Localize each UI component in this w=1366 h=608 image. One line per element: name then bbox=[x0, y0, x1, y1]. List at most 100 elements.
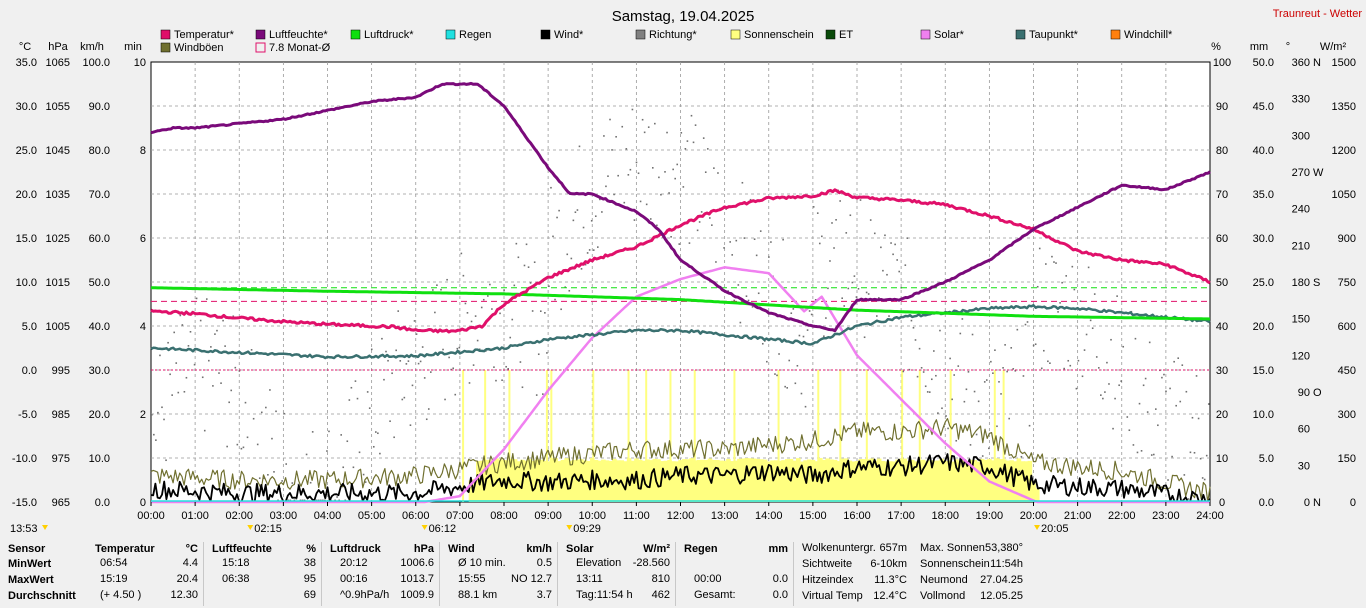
direction-point bbox=[350, 386, 353, 389]
sunshine-bar bbox=[1012, 461, 1018, 502]
direction-point bbox=[1032, 344, 1035, 347]
y-tick-temperature: 25.0 bbox=[16, 145, 37, 157]
stats-misc-value: 657m bbox=[879, 542, 907, 554]
direction-point bbox=[678, 243, 681, 245]
direction-point bbox=[1002, 367, 1004, 369]
sunshine-bar bbox=[678, 460, 683, 502]
direction-point bbox=[735, 239, 738, 242]
sunshine-bar bbox=[531, 460, 536, 502]
sunshine-bar bbox=[670, 461, 676, 502]
y-tick-minutes: 2 bbox=[140, 409, 146, 421]
direction-point bbox=[1183, 474, 1186, 476]
y-tick-humidity: 40 bbox=[1216, 321, 1228, 333]
direction-point bbox=[998, 381, 1000, 383]
direction-point bbox=[1063, 367, 1065, 370]
direction-point bbox=[576, 209, 579, 211]
y-tick-solar: 1500 bbox=[1332, 57, 1356, 69]
stats-misc-value: 11.3°C bbox=[874, 574, 907, 586]
direction-point bbox=[967, 371, 970, 373]
direction-point bbox=[1126, 416, 1129, 418]
direction-point bbox=[1108, 383, 1110, 385]
direction-point bbox=[1167, 479, 1169, 481]
direction-point bbox=[761, 342, 764, 345]
direction-point bbox=[525, 243, 528, 246]
time-marker-label: 13:53 bbox=[10, 523, 38, 535]
direction-point bbox=[882, 269, 884, 272]
direction-point bbox=[1006, 370, 1008, 373]
y-tick-minutes: 6 bbox=[140, 233, 146, 245]
direction-point bbox=[586, 252, 589, 254]
direction-point bbox=[859, 199, 862, 201]
direction-point bbox=[1187, 498, 1190, 500]
direction-point bbox=[625, 148, 628, 150]
direction-point bbox=[594, 215, 597, 218]
direction-point bbox=[454, 393, 457, 396]
direction-point bbox=[281, 480, 283, 482]
direction-point bbox=[1049, 362, 1051, 364]
sunshine-bar bbox=[468, 480, 474, 502]
direction-point bbox=[354, 380, 357, 382]
direction-point bbox=[1128, 429, 1131, 432]
x-tick-label: 12:00 bbox=[667, 510, 695, 522]
direction-point bbox=[238, 370, 241, 372]
direction-point bbox=[1163, 373, 1165, 376]
direction-point bbox=[389, 420, 391, 423]
direction-point bbox=[263, 477, 265, 480]
direction-point bbox=[151, 413, 153, 416]
direction-point bbox=[499, 312, 501, 315]
direction-point bbox=[1047, 360, 1049, 363]
sunshine-bar bbox=[1034, 488, 1040, 502]
sunshine-bar bbox=[733, 460, 739, 502]
sunshine-bar bbox=[821, 459, 827, 502]
direction-point bbox=[965, 388, 968, 391]
stats-value: 20.4 bbox=[176, 573, 198, 585]
sunshine-bar bbox=[755, 458, 761, 502]
y-tick-direction-letter: N bbox=[1313, 497, 1321, 509]
direction-point bbox=[676, 163, 679, 166]
y-tick-direction-letter: S bbox=[1313, 277, 1320, 289]
sunshine-bar bbox=[806, 459, 812, 502]
legend-label: Sonnenschein bbox=[744, 29, 814, 41]
direction-point bbox=[873, 232, 876, 235]
direction-point bbox=[649, 218, 652, 220]
y-tick-direction-letter: N bbox=[1313, 57, 1321, 69]
direction-point bbox=[401, 398, 404, 401]
direction-point bbox=[878, 297, 880, 299]
y-tick-minutes: 10 bbox=[134, 57, 146, 69]
direction-point bbox=[568, 289, 571, 292]
direction-point bbox=[670, 236, 672, 238]
sunshine-bar bbox=[508, 370, 511, 502]
direction-point bbox=[489, 283, 491, 286]
sunshine-bar bbox=[773, 460, 779, 502]
y-tick-solar: 600 bbox=[1338, 321, 1356, 333]
direction-point bbox=[851, 281, 854, 284]
direction-point bbox=[1004, 344, 1006, 346]
direction-point bbox=[495, 379, 497, 382]
y-tick-temperature: -5.0 bbox=[18, 409, 37, 421]
direction-point bbox=[267, 474, 269, 476]
direction-point bbox=[1065, 275, 1068, 277]
direction-point bbox=[1034, 343, 1037, 346]
direction-point bbox=[440, 288, 442, 291]
direction-point bbox=[295, 497, 298, 500]
legend-label: Taupunkt* bbox=[1029, 29, 1079, 41]
sunshine-bar bbox=[784, 459, 790, 502]
y-tick-humidity: 10 bbox=[1216, 453, 1228, 465]
direction-point bbox=[537, 353, 540, 356]
direction-point bbox=[774, 373, 776, 375]
direction-point bbox=[216, 329, 218, 332]
stats-time: Tag:11:54 h bbox=[576, 589, 633, 601]
direction-point bbox=[1079, 300, 1082, 302]
y-tick-pressure: 995 bbox=[52, 365, 70, 377]
direction-point bbox=[757, 292, 760, 295]
direction-point bbox=[841, 297, 843, 300]
legend-swatch bbox=[1110, 29, 1121, 40]
stats-unit: hPa bbox=[413, 543, 434, 555]
direction-point bbox=[723, 247, 725, 249]
direction-point bbox=[265, 406, 267, 409]
sunshine-bar bbox=[681, 459, 687, 502]
sunshine-bar bbox=[920, 459, 926, 502]
x-tick-label: 22:00 bbox=[1108, 510, 1136, 522]
sunshine-bar bbox=[935, 460, 941, 502]
direction-point bbox=[1122, 345, 1125, 348]
